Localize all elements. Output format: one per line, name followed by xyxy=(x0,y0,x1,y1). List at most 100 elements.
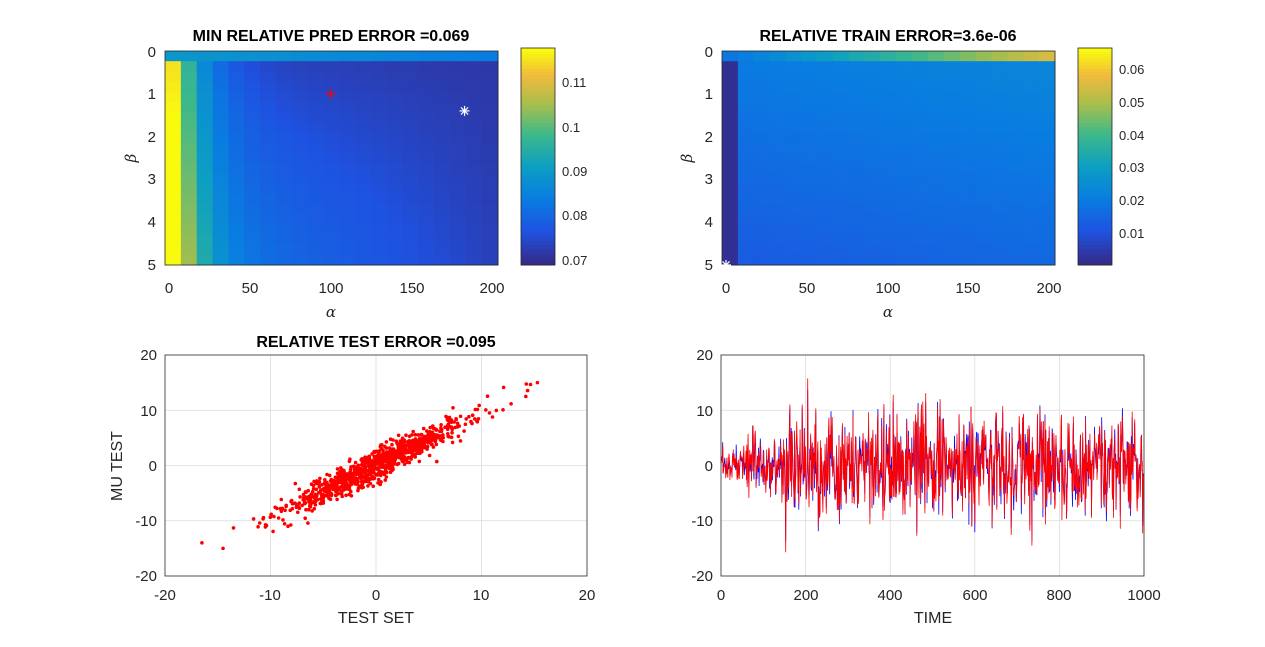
heatmap-cell xyxy=(1039,142,1056,154)
scatter-point xyxy=(297,501,302,505)
scatter-point xyxy=(347,485,352,490)
colorbar-swatch xyxy=(521,254,555,259)
heatmap-cell xyxy=(896,142,913,154)
heatmap-cell xyxy=(848,132,866,144)
heatmap-cell xyxy=(434,91,451,103)
scatter-point xyxy=(329,477,334,482)
scatter-point xyxy=(441,439,445,444)
heatmap-cell xyxy=(1023,214,1040,225)
colorbar-swatch xyxy=(521,207,555,212)
heatmap-cell xyxy=(959,183,977,195)
heatmap-cell xyxy=(833,244,850,256)
scatter-point xyxy=(371,484,376,489)
scatter-point xyxy=(405,443,409,447)
colorbar-swatch xyxy=(1078,136,1112,140)
train-error-markers xyxy=(721,260,731,270)
heatmap-cell xyxy=(785,81,802,93)
x-tick-label: 600 xyxy=(962,587,987,604)
heatmap-cell xyxy=(833,183,850,195)
heatmap-cell xyxy=(355,71,372,83)
heatmap-cell xyxy=(753,224,771,235)
heatmap-cell xyxy=(833,193,850,205)
scatter-point xyxy=(363,479,368,484)
heatmap-cell xyxy=(244,71,261,83)
heatmap-cell xyxy=(387,71,404,83)
scatter-point xyxy=(369,465,374,469)
scatter-point xyxy=(349,474,354,479)
scatter-point xyxy=(304,490,308,495)
scatter-point xyxy=(289,498,294,503)
heatmap-cell xyxy=(180,152,198,164)
heatmap-cell xyxy=(196,91,214,103)
scatter-point xyxy=(280,506,285,511)
heatmap-cell xyxy=(355,91,372,103)
scatter-point xyxy=(431,445,436,449)
heatmap-cell xyxy=(402,234,420,246)
scatter-point xyxy=(364,461,369,465)
heatmap-cell xyxy=(1023,234,1040,246)
heatmap-cell xyxy=(323,71,340,83)
heatmap-cell xyxy=(912,91,929,103)
heatmap-cell xyxy=(244,224,261,235)
heatmap-cell xyxy=(466,203,483,215)
heatmap-cell xyxy=(323,183,340,195)
heatmap-cell xyxy=(196,81,214,93)
scatter-point xyxy=(335,497,339,502)
heatmap-cell xyxy=(307,183,325,195)
colorbar-swatch xyxy=(1078,217,1112,222)
heatmap-cell xyxy=(466,244,483,256)
heatmap-cell xyxy=(212,101,229,113)
heatmap-cell xyxy=(418,214,436,225)
heatmap-cell xyxy=(418,112,436,123)
heatmap-cell xyxy=(212,173,229,184)
test-scatter-axes-box xyxy=(164,354,588,577)
heatmap-cell xyxy=(387,214,404,225)
heatmap-cell xyxy=(307,214,325,225)
scatter-point xyxy=(383,478,388,482)
scatter-point xyxy=(475,420,480,424)
heatmap-cell xyxy=(418,183,436,195)
heatmap-cell xyxy=(737,112,755,123)
colorbar-swatch xyxy=(521,68,555,73)
heatmap-cell xyxy=(402,61,420,72)
heatmap-cell xyxy=(817,183,834,195)
colorbar-swatch xyxy=(1078,71,1112,76)
x-tick-label: 1000 xyxy=(1127,587,1160,604)
colorbar-swatch xyxy=(1078,48,1112,52)
heatmap-cell xyxy=(244,142,261,154)
heatmap-cell xyxy=(339,112,356,123)
heatmap-cell xyxy=(260,142,277,154)
colorbar-swatch xyxy=(1078,220,1112,225)
scatter-point xyxy=(347,492,351,497)
heatmap-cell xyxy=(228,91,245,103)
scatter-point xyxy=(384,440,389,444)
heatmap-cell xyxy=(817,71,834,83)
heatmap-cell xyxy=(434,122,451,134)
colorbar-swatch xyxy=(521,61,555,66)
heatmap-cell xyxy=(912,163,929,174)
scatter-point xyxy=(409,457,413,461)
colorbar-swatch xyxy=(1078,149,1112,154)
heatmap-cell xyxy=(466,122,483,134)
heatmap-cell xyxy=(944,61,961,72)
heatmap-cell xyxy=(387,81,404,93)
y-tick-label: 0 xyxy=(705,44,713,61)
scatter-point xyxy=(501,408,505,412)
heatmap-cell xyxy=(212,122,229,134)
heatmap-cell xyxy=(196,132,214,144)
scatter-point xyxy=(314,499,318,503)
y-tick-label: 0 xyxy=(148,44,156,61)
scatter-point xyxy=(419,432,424,437)
heatmap-cell xyxy=(387,61,404,72)
colorbar-swatch xyxy=(521,105,555,110)
heatmap-cell xyxy=(737,122,755,134)
heatmap-cell xyxy=(165,244,182,256)
scatter-point xyxy=(343,486,347,490)
heatmap-cell xyxy=(753,142,771,154)
colorbar-swatch xyxy=(1078,241,1112,246)
heatmap-cell xyxy=(848,91,866,103)
heatmap-cell xyxy=(212,152,229,164)
colorbar-swatch xyxy=(521,193,555,198)
colorbar-tick: 0.09 xyxy=(562,164,587,179)
heatmap-cell xyxy=(880,244,897,256)
